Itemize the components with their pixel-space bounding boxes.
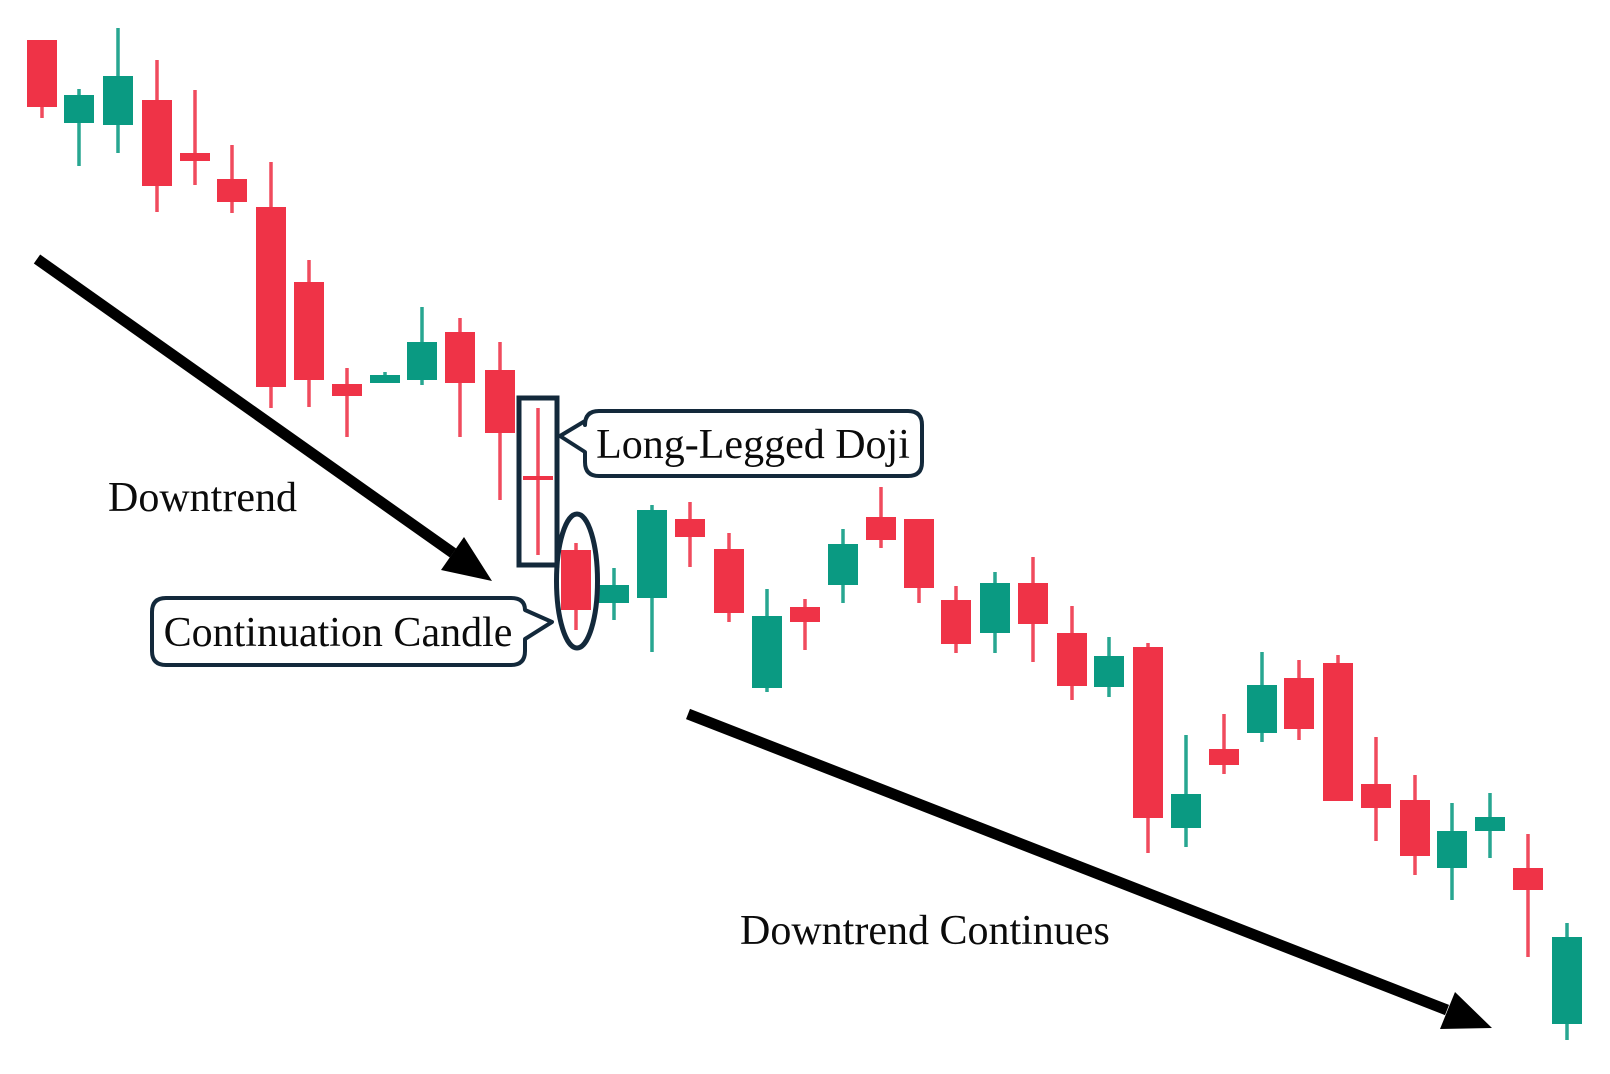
candle-body xyxy=(1323,663,1353,801)
downtrend-continues-arrow-line xyxy=(686,708,1449,1016)
candle-body xyxy=(1513,868,1543,890)
candle-body xyxy=(256,207,286,387)
candle-body xyxy=(1247,685,1277,733)
candle-body xyxy=(1057,633,1087,686)
candles-group xyxy=(27,28,1582,1040)
candle-body xyxy=(485,370,515,433)
candle-body xyxy=(1552,937,1582,1024)
doji-highlight-box xyxy=(516,395,560,568)
continuation-highlight-ellipse xyxy=(554,511,600,651)
candle-body xyxy=(675,519,705,537)
candle-body xyxy=(1171,794,1201,828)
downtrend-continues-label: Downtrend Continues xyxy=(740,908,1110,954)
candle-body xyxy=(1475,817,1505,831)
candle-body xyxy=(332,384,362,396)
candle-body xyxy=(1400,800,1430,856)
candle-body xyxy=(407,342,437,380)
continuation-callout-bubble xyxy=(150,596,554,667)
doji-callout-label: Long-Legged Doji xyxy=(596,422,910,468)
candle-body xyxy=(1361,784,1391,808)
candle-body xyxy=(828,544,858,585)
candle-body xyxy=(941,600,971,644)
downtrend-arrow-line xyxy=(33,254,457,558)
long-legged-doji-candle-body xyxy=(523,476,553,480)
candle-body xyxy=(714,549,744,613)
candle-body xyxy=(445,332,475,383)
candle-body xyxy=(599,585,629,603)
candle-body xyxy=(64,95,94,123)
downtrend-continues-arrow-head-icon xyxy=(1440,992,1492,1029)
candle-body xyxy=(1437,831,1467,868)
candle-body xyxy=(904,519,934,588)
candle-body xyxy=(103,76,133,125)
candle-body xyxy=(294,282,324,380)
candle-body xyxy=(866,517,896,540)
downtrend-continues-arrow xyxy=(686,708,1492,1029)
candle-body xyxy=(180,153,210,161)
doji-callout-bubble xyxy=(558,409,924,478)
candle-body xyxy=(1284,678,1314,729)
downtrend-arrow xyxy=(33,254,492,581)
candle-body xyxy=(217,179,247,202)
continuation-callout-label: Continuation Candle xyxy=(164,610,513,656)
downtrend-label: Downtrend xyxy=(108,475,297,521)
downtrend-arrow-head-icon xyxy=(441,537,492,581)
continuation-candle-candle-body xyxy=(561,550,591,610)
doji-callout: Long-Legged Doji xyxy=(558,409,924,478)
candle-body xyxy=(790,607,820,622)
candle-body xyxy=(370,375,400,383)
candle-body xyxy=(1018,583,1048,624)
candle-body xyxy=(637,510,667,598)
continuation-callout: Continuation Candle xyxy=(150,596,554,667)
candle-body xyxy=(142,100,172,186)
candle-body xyxy=(752,616,782,688)
candle-body xyxy=(980,583,1010,633)
candle-body xyxy=(1133,647,1163,818)
candle-body xyxy=(1209,749,1239,765)
candle-body xyxy=(1094,656,1124,687)
candle-body xyxy=(27,40,57,107)
